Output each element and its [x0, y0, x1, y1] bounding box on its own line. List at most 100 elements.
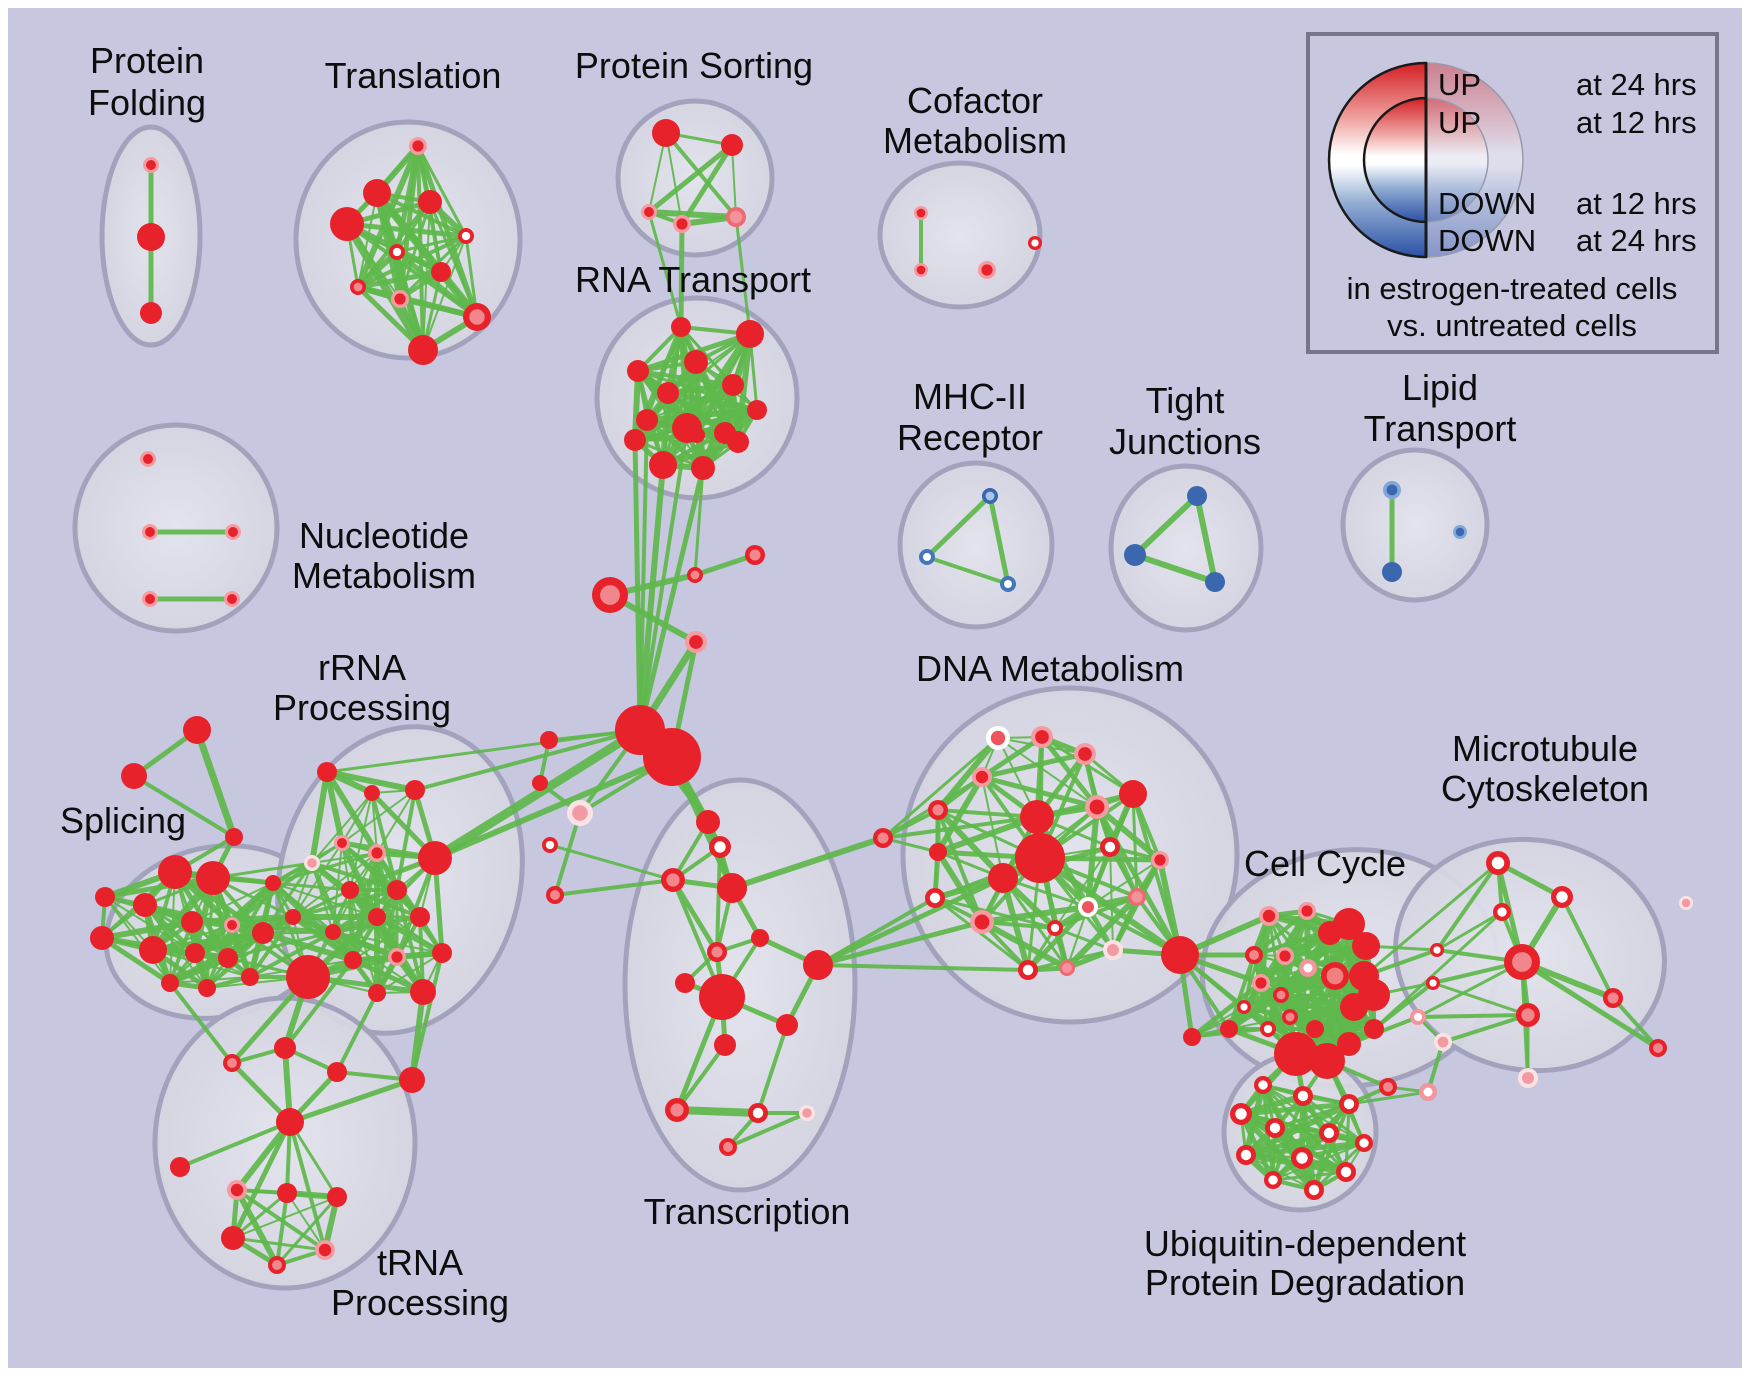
node-sp2[interactable]	[196, 861, 230, 895]
node-rt7[interactable]	[747, 400, 767, 420]
node-dna2[interactable]	[1031, 726, 1053, 748]
node-lt2[interactable]	[1453, 525, 1467, 539]
node-tx1[interactable]	[696, 810, 720, 834]
node-dna17[interactable]	[1128, 888, 1146, 906]
node-nm3[interactable]	[225, 524, 241, 540]
node-cc9[interactable]	[1321, 962, 1349, 990]
node-rt1[interactable]	[671, 317, 691, 337]
node-dna6[interactable]	[1085, 795, 1109, 819]
node-rr17[interactable]	[368, 984, 386, 1002]
node-mt11[interactable]	[1679, 896, 1693, 910]
node-sp1[interactable]	[158, 855, 192, 889]
node-cc18[interactable]	[1306, 1020, 1324, 1038]
node-nm2[interactable]	[142, 524, 158, 540]
node-nm1[interactable]	[140, 451, 156, 467]
node-t2[interactable]	[363, 179, 391, 207]
node-trc1[interactable]	[223, 1054, 241, 1072]
node-t11[interactable]	[408, 335, 438, 365]
node-cc24[interactable]	[1183, 1028, 1201, 1046]
node-sp7[interactable]	[90, 926, 114, 950]
node-dna3[interactable]	[1074, 743, 1096, 765]
node-ps5[interactable]	[726, 207, 746, 227]
node-rr12[interactable]	[285, 909, 301, 925]
node-nm4[interactable]	[142, 591, 158, 607]
node-pf2[interactable]	[137, 223, 165, 251]
node-cn2[interactable]	[685, 631, 707, 653]
node-tri2[interactable]	[121, 763, 147, 789]
node-dna14[interactable]	[925, 888, 945, 908]
node-txA[interactable]	[665, 1098, 689, 1122]
node-tj1[interactable]	[1187, 486, 1207, 506]
node-cc12[interactable]	[1340, 993, 1368, 1021]
node-cc14[interactable]	[1273, 987, 1289, 1003]
node-dna8[interactable]	[1020, 800, 1054, 834]
node-sp15[interactable]	[286, 955, 330, 999]
node-m2[interactable]	[919, 549, 935, 565]
node-sp5[interactable]	[224, 917, 240, 933]
node-trc3[interactable]	[327, 1062, 347, 1082]
node-rr11[interactable]	[325, 924, 341, 940]
node-rr9[interactable]	[368, 908, 386, 926]
node-cpk[interactable]	[745, 545, 765, 565]
node-mtb3[interactable]	[1410, 1009, 1426, 1025]
node-trr4[interactable]	[221, 1226, 245, 1250]
node-tx4[interactable]	[717, 873, 747, 903]
node-tx18[interactable]	[542, 837, 558, 853]
node-dna22[interactable]	[1161, 936, 1199, 974]
node-t4[interactable]	[418, 190, 442, 214]
node-rr14[interactable]	[388, 948, 406, 966]
node-pf3[interactable]	[140, 302, 162, 324]
node-rt4[interactable]	[627, 360, 649, 382]
node-rt5[interactable]	[657, 382, 679, 404]
node-rr7[interactable]	[387, 880, 407, 900]
node-t10[interactable]	[463, 303, 491, 331]
node-trr5[interactable]	[315, 1240, 335, 1260]
node-rt3[interactable]	[684, 350, 708, 374]
node-rr15[interactable]	[344, 951, 362, 969]
node-dna7[interactable]	[1119, 780, 1147, 808]
node-cc13[interactable]	[1252, 974, 1270, 992]
node-dna24[interactable]	[803, 950, 833, 980]
node-t6[interactable]	[389, 244, 405, 260]
node-rt6[interactable]	[722, 374, 744, 396]
node-cc20[interactable]	[1309, 1043, 1345, 1079]
node-rr16[interactable]	[410, 979, 436, 1005]
node-dna10[interactable]	[988, 863, 1018, 893]
node-cc16[interactable]	[1260, 1021, 1276, 1037]
node-mt6[interactable]	[1516, 1003, 1540, 1027]
node-mt3[interactable]	[1493, 903, 1511, 921]
node-sp3[interactable]	[133, 893, 157, 917]
node-sp8[interactable]	[139, 936, 167, 964]
node-cc21[interactable]	[1337, 1032, 1361, 1056]
node-bgh[interactable]	[592, 577, 628, 613]
node-ub3[interactable]	[1339, 1094, 1359, 1114]
node-mt2[interactable]	[1551, 886, 1573, 908]
node-trr6[interactable]	[268, 1256, 286, 1274]
node-ps2[interactable]	[721, 134, 743, 156]
node-rt12[interactable]	[649, 451, 677, 479]
node-mt10[interactable]	[1649, 1039, 1667, 1057]
node-dna20[interactable]	[1018, 960, 1038, 980]
node-dna16[interactable]	[1078, 897, 1098, 917]
node-tx10[interactable]	[714, 1034, 736, 1056]
node-ub6[interactable]	[1319, 1123, 1339, 1143]
node-trh[interactable]	[276, 1108, 304, 1136]
node-dna13[interactable]	[1151, 851, 1169, 869]
node-ub2[interactable]	[1293, 1086, 1313, 1106]
node-ub9[interactable]	[1291, 1147, 1313, 1169]
node-tx11[interactable]	[776, 1014, 798, 1036]
node-sp9[interactable]	[185, 943, 205, 963]
node-ub12[interactable]	[1304, 1180, 1324, 1200]
node-sp11[interactable]	[252, 922, 274, 944]
node-tri3[interactable]	[225, 828, 243, 846]
node-pf1[interactable]	[143, 157, 159, 173]
node-tj2[interactable]	[1124, 544, 1146, 566]
node-dna12[interactable]	[1100, 837, 1120, 857]
node-sp12[interactable]	[241, 968, 259, 986]
node-ub1[interactable]	[1254, 1076, 1272, 1094]
node-cc1[interactable]	[1259, 906, 1279, 926]
node-dna1[interactable]	[986, 726, 1010, 750]
node-rr13[interactable]	[432, 943, 452, 963]
node-rt11[interactable]	[624, 429, 646, 451]
